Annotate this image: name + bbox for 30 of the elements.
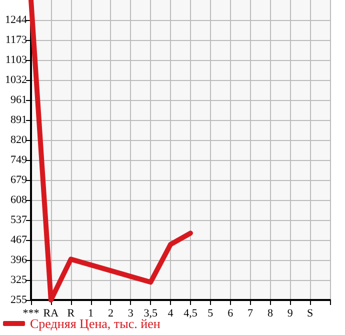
- x-tick-label: 3: [128, 308, 134, 320]
- x-tick-label: 4: [168, 308, 174, 320]
- x-tick-label: 7: [248, 308, 254, 320]
- y-tick-label: 749: [10, 154, 28, 166]
- x-tick-label: 6: [228, 308, 234, 320]
- y-tick-label: 891: [10, 114, 27, 126]
- y-tick-label: 325: [10, 274, 28, 286]
- x-tick-label: 3,5: [144, 308, 158, 320]
- y-tick-label: 820: [10, 134, 28, 146]
- y-tick-label: 537: [10, 214, 28, 226]
- y-tick-label: 255: [10, 294, 28, 306]
- y-tick-label: 467: [10, 234, 28, 246]
- y-tick-label: 1244: [5, 14, 28, 26]
- x-tick-label: 4,5: [184, 308, 198, 320]
- x-tick-label: RA: [43, 308, 59, 320]
- y-tick-label: 608: [10, 194, 28, 206]
- y-tick-label: 1032: [5, 74, 27, 86]
- y-tick-label: 396: [10, 254, 28, 266]
- x-tick-label: 8: [267, 308, 274, 320]
- x-tick-label: 9: [287, 308, 294, 320]
- y-tick-label: 961: [10, 94, 27, 106]
- x-tick-label: ***: [22, 308, 40, 320]
- x-tick-label: S: [307, 308, 314, 320]
- y-tick-label: 679: [10, 174, 28, 186]
- x-tick-label: 1: [88, 308, 94, 320]
- y-tick-label: 1103: [5, 54, 28, 66]
- x-tick-label: R: [67, 308, 76, 320]
- x-tick-label: 5: [208, 308, 214, 320]
- x-tick-label: 2: [108, 308, 114, 320]
- y-tick-label: 1173: [5, 34, 28, 46]
